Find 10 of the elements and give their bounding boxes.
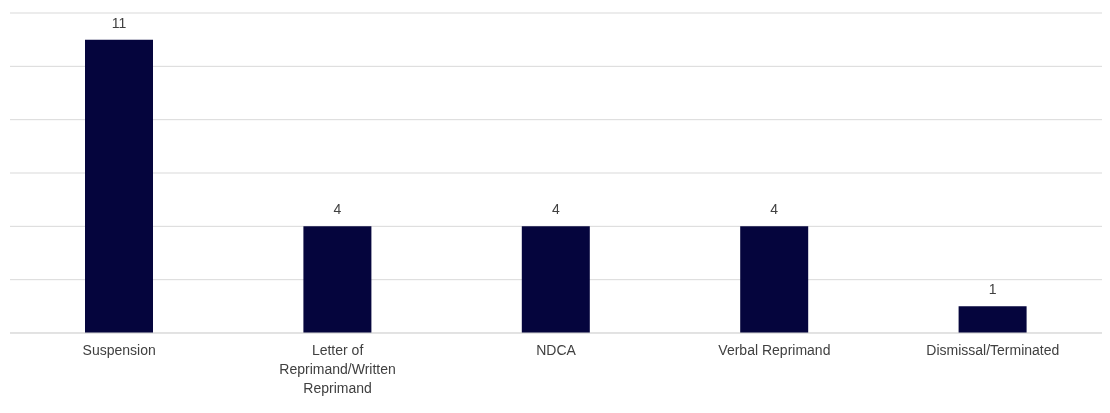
data-label: 4	[551, 201, 560, 218]
data-label: 4	[770, 201, 779, 218]
x-tick-label: Dismissal/Terminated	[926, 342, 1060, 358]
data-label: 4	[333, 201, 342, 218]
data-label: 11	[111, 14, 127, 31]
x-tick-label: Verbal Reprimand	[718, 342, 831, 358]
x-tick-label: Suspension	[82, 342, 156, 358]
data-label: 1	[988, 281, 997, 298]
x-tick-label: Letter of Reprimand/Written Reprimand	[279, 342, 396, 396]
x-tick-label: NDCA	[536, 342, 577, 358]
